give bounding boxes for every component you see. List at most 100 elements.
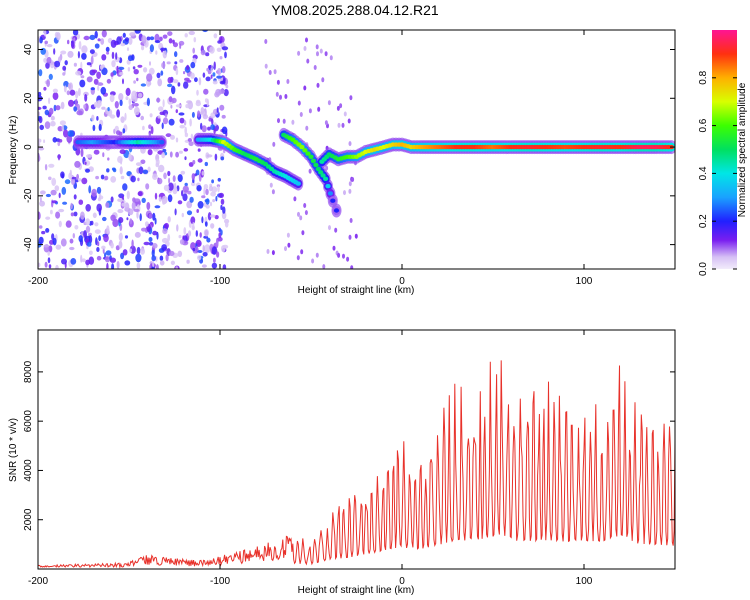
spectrogram-noise-dot [95,237,98,246]
spectrogram-noise-dot [159,260,165,266]
spectrogram-noise-dot [212,199,216,203]
spectrogram-noise-dot [161,62,166,69]
spectrogram-noise-dot [46,56,52,64]
spectrogram-noise-dot [183,227,187,235]
spectrogram-noise-dot [200,122,203,130]
spectrogram-noise-dot [101,30,107,38]
spectrogram-noise-dot [168,182,174,191]
spectrogram-noise-dot [88,256,95,265]
spectrogram-noise-dot [110,72,114,77]
spectrogram-noise-dot [119,99,123,107]
spectrogram-noise-dot [50,120,56,127]
spectrogram-noise-dot [81,52,87,60]
spectrogram-noise-dot [175,109,178,114]
spectrogram-ridge-core [308,154,314,159]
spectrogram-noise-dot [96,255,102,261]
spectrogram-noise-dot [204,98,208,103]
spectrogram-noise-dot [89,250,93,256]
spectrogram-noise-dot [80,75,85,79]
spectrogram-ridge-core [302,148,308,153]
spectrogram-noise-dot [116,109,120,118]
spectrogram-noise-dot [124,112,127,121]
spectrogram-noise-dot [167,234,171,242]
spectrogram-noise-dot [276,79,280,85]
spectrogram-noise-dot [141,45,145,51]
spectrogram-noise-dot [97,197,101,202]
spectrogram-noise-dot [118,217,124,224]
spectrogram-noise-dot [162,50,167,59]
spectrogram-noise-dot [165,133,172,138]
spectrogram-noise-dot [130,175,136,183]
spectrogram-noise-dot [205,204,210,209]
spectrogram-noise-dot [98,235,101,242]
spectrogram-noise-dot [61,124,64,132]
spectrogram-noise-dot [110,39,117,48]
spectrogram-noise-dot [54,185,60,192]
spectrogram-noise-dot [119,166,123,175]
spectrogram-noise-dot [102,216,107,222]
spectrogram-noise-dot [136,210,139,219]
spectrogram-noise-dot [221,46,229,51]
spectrogram-noise-dot [120,175,125,180]
spectrogram-noise-dot [206,67,210,72]
spectrogram-noise-dot [206,237,211,243]
spectrogram-noise-dot [156,72,161,79]
spectrogram-noise-dot [80,211,85,220]
spectrogram-noise-dot [96,247,100,252]
spectrogram-noise-dot [106,168,110,173]
spectrogram-noise-dot [175,104,182,108]
spectrogram-noise-dot [154,192,158,200]
spectrogram-noise-dot [50,115,56,121]
spectrogram-noise-dot [147,166,151,173]
spectrogram-noise-dot [299,215,303,221]
spectrogram-noise-dot [97,82,104,86]
spectrogram-noise-dot [109,257,116,263]
spectrogram-noise-dot [221,66,226,74]
spectrogram-noise-dot [85,218,91,226]
spectrogram-noise-dot [48,163,55,168]
spectrogram-noise-dot [129,248,133,253]
spectrogram-noise-dot [205,52,210,57]
spectrogram-noise-dot [134,231,141,238]
spectrogram-noise-dot [86,62,92,66]
spectrogram-noise-dot [86,241,92,247]
spectrogram-noise-dot [134,30,141,34]
spectrogram-noise-dot [55,211,61,219]
spectrogram-noise-dot [74,98,78,107]
spectrogram-noise-dot [217,68,222,76]
spectrogram-noise-dot [96,116,99,121]
spectrogram-noise-dot [60,238,67,247]
spectrogram-noise-dot [156,97,161,103]
spectrogram-noise-dot [124,202,130,211]
spectrogram-ytick-label: 20 [23,92,34,104]
spectrogram-noise-dot [220,229,223,236]
spectrogram-noise-dot [169,151,173,158]
spectrogram-ridge-core [295,181,301,186]
spectrogram-noise-dot [71,176,77,180]
spectrogram-noise-dot [146,73,153,82]
spectrogram-noise-dot [187,230,192,237]
spectrogram-noise-dot [183,120,187,126]
spectrogram-noise-dot [175,137,179,143]
spectrogram-noise-dot [177,250,183,257]
spectrogram-noise-dot [62,201,68,205]
spectrogram-noise-dot [128,36,133,45]
spectrogram-noise-dot [106,262,109,269]
spectrogram-noise-dot [188,30,195,36]
spectrogram-noise-dot [337,122,341,128]
spectrogram-noise-dot [121,202,126,207]
spectrogram-noise-dot [348,141,352,147]
spectrogram-noise-dot [161,122,164,130]
spectrogram-noise-dot [337,252,341,258]
spectrogram-noise-dot [38,262,41,268]
spectrogram-noise-dot [315,44,319,50]
snr-xtick-label: -100 [210,576,230,587]
spectrogram-noise-dot [48,264,52,269]
spectrogram-noise-dot [296,255,300,261]
spectrogram-noise-dot [162,34,168,39]
spectrogram-noise-dot [217,177,221,182]
spectrogram-noise-dot [148,237,153,242]
spectrogram-noise-dot [98,123,102,131]
spectrogram-noise-dot [348,188,352,194]
